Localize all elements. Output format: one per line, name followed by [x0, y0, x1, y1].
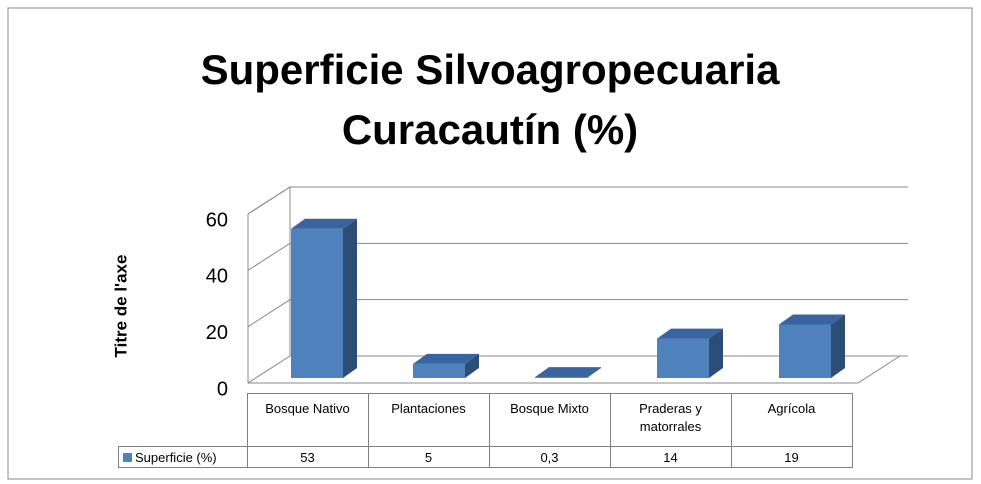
- category-label: Plantaciones: [367, 393, 490, 447]
- y-tick-label: 0: [217, 378, 228, 400]
- grid-line: [247, 186, 908, 215]
- y-tick-label: 40: [206, 266, 228, 288]
- category-label: Bosque Nativo: [246, 393, 369, 447]
- y-tick-label: 60: [206, 209, 228, 231]
- bar-side: [465, 353, 479, 378]
- bar: [535, 377, 587, 378]
- category-label: Bosque Mixto: [488, 393, 611, 447]
- bar-side: [709, 328, 723, 378]
- bar-top: [291, 218, 357, 229]
- grid-line: [247, 299, 908, 328]
- bar-top: [779, 314, 845, 325]
- bar-top: [413, 353, 479, 364]
- category-label: Agrícola: [730, 393, 853, 447]
- data-table: Bosque Nativo Plantaciones Bosque Mixto Pra…: [118, 393, 853, 468]
- value-label: 5: [367, 446, 490, 468]
- corner-cell: [118, 393, 248, 447]
- chart-title: Superficie Silvoagropecuaria Curacautín …: [200, 46, 780, 153]
- value-label: 14: [609, 446, 732, 468]
- y-axis-title: Titre de l'axe: [111, 255, 130, 358]
- y-tick-label: 20: [206, 322, 228, 344]
- bar: [779, 324, 831, 378]
- bar-top: [535, 367, 601, 378]
- value-label: 53: [246, 446, 369, 468]
- legend-cell: Superficie (%): [118, 446, 248, 468]
- legend-swatch: [123, 452, 132, 462]
- bar-side: [343, 218, 357, 378]
- value-label: 0,3: [488, 446, 611, 468]
- grid-line: [247, 242, 908, 271]
- bar-side: [587, 367, 601, 378]
- bar: [413, 363, 465, 378]
- bar: [657, 338, 709, 378]
- bar: [291, 228, 343, 378]
- bar-top: [657, 328, 723, 339]
- category-label: Praderas y matorrales: [609, 393, 732, 447]
- floor-edge: [248, 355, 901, 384]
- bar-side: [831, 314, 845, 378]
- legend-label: Superficie (%): [135, 449, 217, 465]
- value-label: 19: [730, 446, 853, 468]
